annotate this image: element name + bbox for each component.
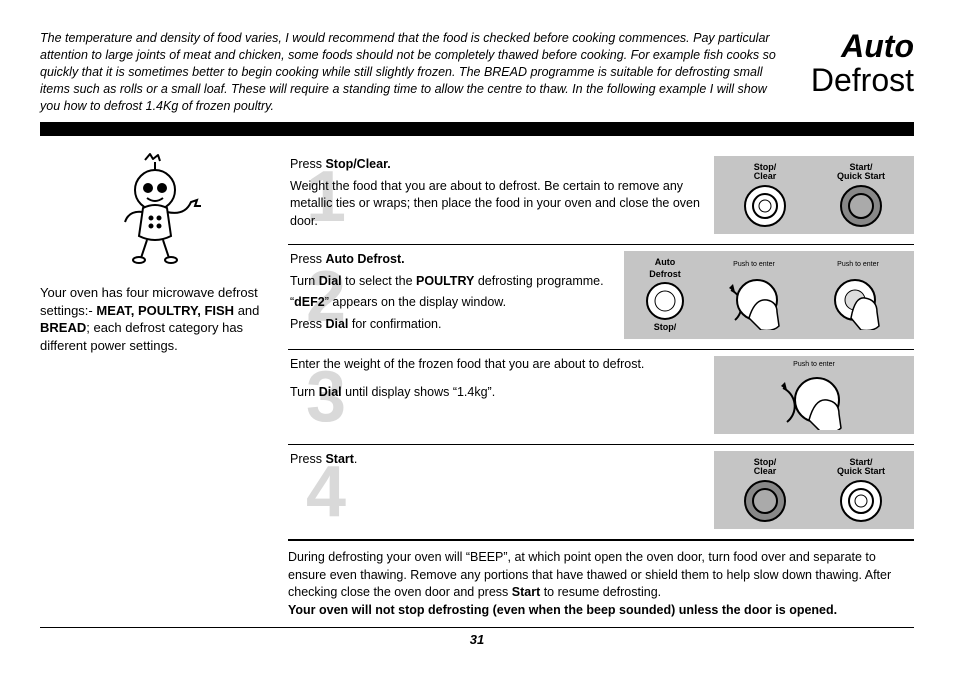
s2-l2e: defrosting programme. (474, 274, 603, 288)
step1-illustration: Stop/ Clear Start/ Quick Start (714, 156, 914, 234)
s2-l4c: for confirmation. (348, 317, 441, 331)
start-label: Start/ Quick Start (837, 163, 885, 182)
page-number: 31 (40, 627, 914, 647)
s2-l2d: POULTRY (416, 274, 474, 288)
auto-defrost-label-b: Defrost (649, 270, 681, 279)
s2-l4b: Dial (325, 317, 348, 331)
left-mid: and (234, 303, 259, 318)
s2-l2c: to select the (342, 274, 416, 288)
step-2: 2 Press Auto Defrost. Turn Dial to selec… (288, 245, 914, 350)
auto-defrost-label-a: Auto (655, 258, 676, 267)
left-column-text: Your oven has four microwave defrost set… (40, 284, 270, 354)
s1-l1b: Stop/Clear. (325, 157, 390, 171)
start-dial-icon-2 (839, 479, 883, 523)
stop-clear-dial-icon-2 (743, 479, 787, 523)
push-label-3: Push to enter (793, 361, 835, 368)
auto-defrost-dial-icon (645, 281, 685, 321)
page-title: Auto Defrost (811, 30, 914, 97)
s3-l2c: until display shows “1.4kg”. (342, 385, 496, 399)
s2-l4a: Press (290, 317, 325, 331)
intro-text: The temperature and density of food vari… (40, 30, 811, 114)
s4-l1b: Start (325, 452, 353, 466)
footer-t2: Your oven will not stop defrosting (even… (288, 603, 837, 617)
mascot-icon (95, 150, 215, 270)
footer-t1c: to resume defrosting. (540, 585, 661, 599)
step4-illustration: Stop/ Clear Start/ Quick Start (714, 451, 914, 529)
turn-dial-hand-icon-2 (769, 370, 859, 430)
step-4: 4 Press Start. Stop/ Clear Start/ Quick … (288, 445, 914, 540)
left-bold2: BREAD (40, 320, 86, 335)
stop-clear-label-2: Stop/ Clear (754, 458, 777, 477)
s2-l2b: Dial (319, 274, 342, 288)
push-label-1: Push to enter (733, 261, 775, 268)
divider-bar (40, 122, 914, 136)
auto-defrost-label-c: Stop/ (654, 323, 677, 332)
turn-dial-hand-icon (719, 270, 789, 330)
s2-l1a: Press (290, 252, 325, 266)
step-1: 1 Press Stop/Clear. Weight the food that… (288, 150, 914, 245)
step-3: 3 Enter the weight of the frozen food th… (288, 350, 914, 445)
s3-l2a: Turn (290, 385, 319, 399)
s4-l1c: . (354, 452, 357, 466)
footer-note: During defrosting your oven will “BEEP”,… (288, 540, 914, 619)
step2-illustration: Auto Defrost Stop/ Push to enter Push t (624, 251, 914, 339)
left-bold: MEAT, POULTRY, FISH (96, 303, 234, 318)
s2-l3b: dEF2 (294, 295, 325, 309)
stop-clear-label: Stop/ Clear (754, 163, 777, 182)
start-dial-icon (839, 184, 883, 228)
s2-l3c: ” appears on the display window. (325, 295, 506, 309)
s4-l1a: Press (290, 452, 325, 466)
start-label-2: Start/ Quick Start (837, 458, 885, 477)
s1-l1a: Press (290, 157, 325, 171)
step3-illustration: Push to enter (714, 356, 914, 434)
s2-l1b: Auto Defrost. (325, 252, 404, 266)
s2-l2a: Turn (290, 274, 319, 288)
press-dial-hand-icon (823, 270, 893, 330)
push-label-2: Push to enter (837, 261, 879, 268)
title-line1: Auto (811, 30, 914, 64)
stop-clear-dial-icon (743, 184, 787, 228)
s3-l1: Enter the weight of the frozen food that… (290, 356, 700, 374)
s1-l2: Weight the food that you are about to de… (290, 178, 700, 231)
title-line2: Defrost (811, 64, 914, 98)
s3-l2b: Dial (319, 385, 342, 399)
footer-t1b: Start (512, 585, 540, 599)
